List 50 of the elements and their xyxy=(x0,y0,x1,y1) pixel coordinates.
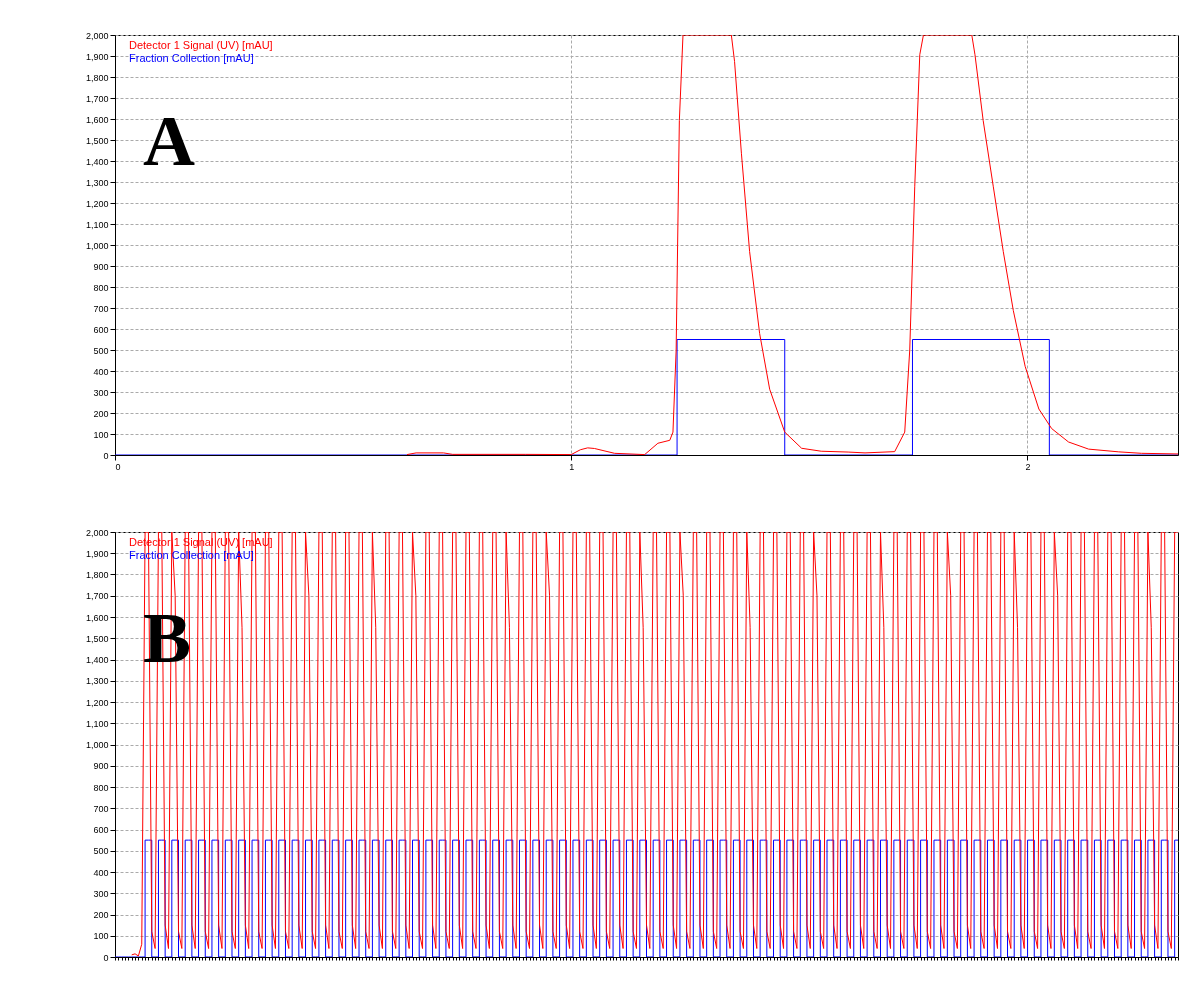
y-tick-label: 1,500 xyxy=(85,633,109,644)
y-tick-label: 500 xyxy=(93,846,109,857)
y-tick-label: 1,000 xyxy=(85,240,109,251)
y-tick-label: 900 xyxy=(93,261,109,272)
y-tick-label: 1,600 xyxy=(85,114,109,125)
y-tick-label: 600 xyxy=(93,825,109,835)
y-tick-label: 1,200 xyxy=(85,697,109,708)
y-tick-label: 300 xyxy=(93,888,109,899)
y-tick-label: 1,500 xyxy=(85,135,109,146)
y-tick-label: 1,800 xyxy=(85,570,109,580)
y-tick-label: 300 xyxy=(93,387,109,398)
y-tick-label: 0 xyxy=(103,952,109,963)
text: Fraction Collection [mAU] xyxy=(129,52,254,64)
y-tick-label: 1,800 xyxy=(85,72,109,83)
y-tick-label: 600 xyxy=(93,324,109,335)
y-tick-label: 1,300 xyxy=(85,177,109,188)
y-tick-label: 400 xyxy=(93,867,109,878)
y-tick-label: 1,900 xyxy=(85,548,109,559)
y-tick-label: 1,900 xyxy=(85,51,109,62)
y-tick-label: 100 xyxy=(93,429,109,440)
text: Detector 1 Signal (UV) [mAU] xyxy=(129,39,273,51)
line-series xyxy=(131,532,1178,957)
y-tick-label: 700 xyxy=(93,303,109,314)
y-tick-label: 1,600 xyxy=(85,612,109,623)
y-tick-label: 200 xyxy=(93,910,109,920)
y-tick-label: 1,400 xyxy=(85,655,109,665)
y-tick-label: 100 xyxy=(93,931,109,942)
y-tick-label: 500 xyxy=(93,345,109,356)
y-tick-label: 400 xyxy=(93,366,109,377)
y-tick-label: 800 xyxy=(93,782,109,793)
y-tick-label: 1,100 xyxy=(85,718,109,729)
y-tick-label: 1,700 xyxy=(85,591,109,602)
y-tick-label: 1,400 xyxy=(85,156,109,167)
y-tick-label: 2,000 xyxy=(85,30,109,41)
annotation: A xyxy=(143,101,195,181)
x-tick-label: 2 xyxy=(1025,461,1031,472)
y-tick-label: 1,700 xyxy=(85,93,109,104)
y-tick-label: 1,200 xyxy=(85,198,109,209)
y-tick-label: 1,100 xyxy=(85,219,109,230)
y-tick-label: 200 xyxy=(93,408,109,419)
x-tick-label: 0 xyxy=(115,461,121,472)
y-tick-label: 2,000 xyxy=(85,527,109,538)
y-tick-label: 900 xyxy=(93,761,109,772)
y-tick-label: 0 xyxy=(103,450,109,461)
y-tick-label: 700 xyxy=(93,803,109,814)
y-tick-label: 1,300 xyxy=(85,676,109,687)
x-tick-label: 1 xyxy=(569,461,575,472)
y-tick-label: 800 xyxy=(93,282,109,293)
line-series xyxy=(406,35,1178,455)
y-tick-label: 1,000 xyxy=(85,740,109,750)
